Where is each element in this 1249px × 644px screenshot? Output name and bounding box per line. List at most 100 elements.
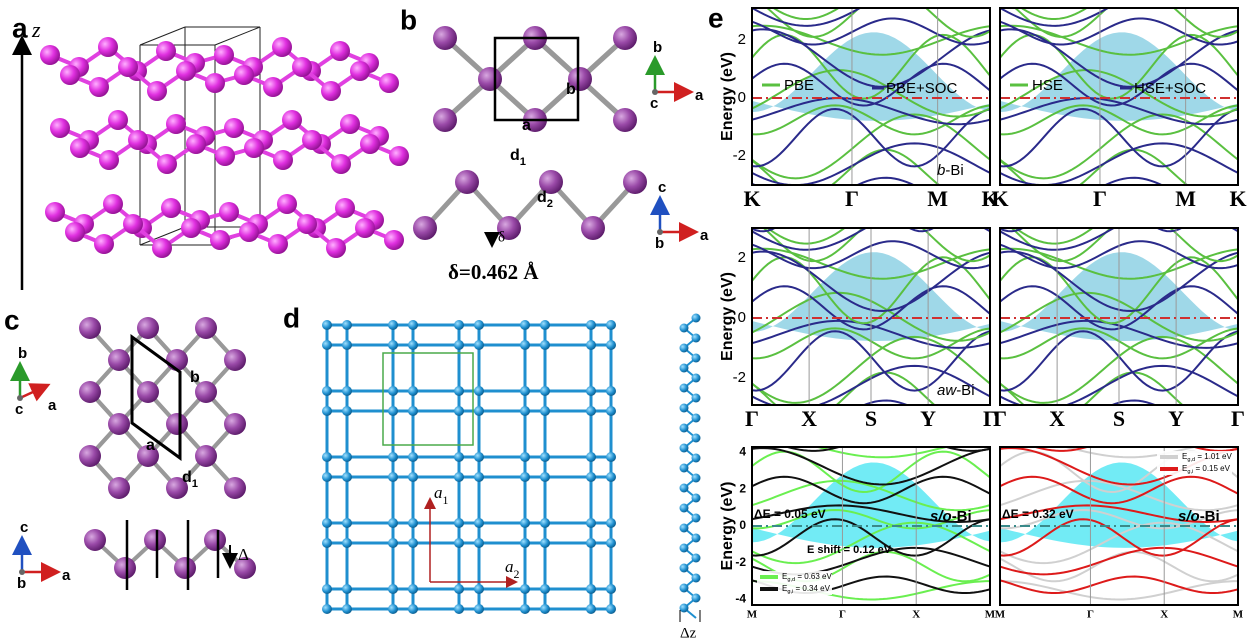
band <box>752 62 990 107</box>
band <box>1000 142 1238 185</box>
atom <box>606 406 616 416</box>
band-plot <box>999 227 1239 406</box>
atom <box>520 518 530 528</box>
atom <box>581 216 605 240</box>
atom <box>224 118 244 138</box>
atom <box>302 130 322 150</box>
atom <box>408 584 418 594</box>
material-label: b-Bi <box>937 162 964 179</box>
plot-frame <box>999 446 1239 606</box>
band <box>1000 107 1238 168</box>
band <box>1000 580 1238 601</box>
atom <box>342 518 352 528</box>
atom <box>322 406 332 416</box>
bands <box>752 228 990 405</box>
atom <box>342 538 352 548</box>
atom <box>94 234 114 254</box>
material-rest: -Bi <box>1200 508 1220 525</box>
plot-frame <box>999 7 1239 186</box>
atom <box>474 452 484 462</box>
atom <box>606 518 616 528</box>
atom <box>388 452 398 462</box>
atom <box>114 557 136 579</box>
x-tick-label: K <box>1229 186 1246 211</box>
atom <box>679 343 689 353</box>
x-tick-label: M <box>747 609 758 621</box>
vector-label: a2 <box>505 557 520 581</box>
atom <box>413 216 437 240</box>
band <box>1000 62 1238 107</box>
cell-label: b <box>190 369 200 386</box>
cell-label: b <box>566 81 576 98</box>
band <box>752 184 990 185</box>
y-tick-label: 0 <box>738 309 746 326</box>
bond-label: d1 <box>510 147 526 168</box>
cell-edge <box>139 226 186 246</box>
band <box>761 8 924 9</box>
band-plot <box>999 7 1239 186</box>
atom <box>322 340 332 350</box>
atom <box>360 134 380 154</box>
atom <box>540 452 550 462</box>
atom <box>342 584 352 594</box>
atom <box>181 218 201 238</box>
axis-label: a <box>695 87 704 104</box>
legend-label-sub: g,d <box>1187 457 1195 463</box>
band <box>752 447 990 486</box>
material-rest: -Bi <box>952 508 972 525</box>
vector-label-main: a <box>434 483 443 502</box>
legend-bg <box>757 583 832 595</box>
axis-label: a <box>700 227 709 244</box>
atom <box>108 477 130 499</box>
dz-label: Δz <box>680 625 697 641</box>
plot-frame <box>751 7 991 186</box>
atom <box>224 413 246 435</box>
atom <box>342 320 352 330</box>
cell-edge <box>214 26 261 46</box>
x-tick-label: X <box>1049 406 1065 431</box>
atom <box>691 433 701 443</box>
band <box>771 8 841 21</box>
atom <box>606 320 616 330</box>
vector-label-main: a <box>505 557 514 576</box>
atom <box>691 473 701 483</box>
band <box>1000 550 1238 583</box>
band <box>1010 228 1238 263</box>
atom <box>322 604 332 614</box>
atom <box>679 563 689 573</box>
band <box>1000 69 1238 118</box>
atom <box>586 472 596 482</box>
band <box>1000 17 1238 46</box>
legend-label: Eg,d = 1.01 eV <box>1182 452 1232 463</box>
atom <box>474 584 484 594</box>
atom <box>388 584 398 594</box>
atom <box>454 340 464 350</box>
band <box>1000 104 1238 136</box>
atom <box>330 41 350 61</box>
material-label: s/o-Bi <box>1178 508 1220 525</box>
axis-label: b <box>653 39 662 56</box>
atom <box>79 317 101 339</box>
x-tick-label: Γ <box>993 406 1007 431</box>
x-tick-label: Γ <box>839 609 846 621</box>
material-label: aw-Bi <box>937 382 975 399</box>
gap-note: ΔE = 0.05 eV <box>754 507 826 521</box>
axis-dot <box>17 395 23 401</box>
band <box>752 148 990 185</box>
atom <box>691 413 701 423</box>
material-italic: b <box>937 162 945 179</box>
band <box>752 104 990 136</box>
axis-label: c <box>20 519 28 536</box>
atom <box>454 386 464 396</box>
shift-note: E shift = 0.12 eV <box>807 544 892 556</box>
atom <box>388 320 398 330</box>
band <box>752 479 990 512</box>
material-italic: aw <box>937 382 957 399</box>
legend-label-rest: = 0.34 eV <box>793 584 830 593</box>
atom <box>691 373 701 383</box>
atom <box>679 483 689 493</box>
delta-label: δ <box>498 229 505 245</box>
atom <box>586 604 596 614</box>
bond-label: d1 <box>182 469 198 490</box>
